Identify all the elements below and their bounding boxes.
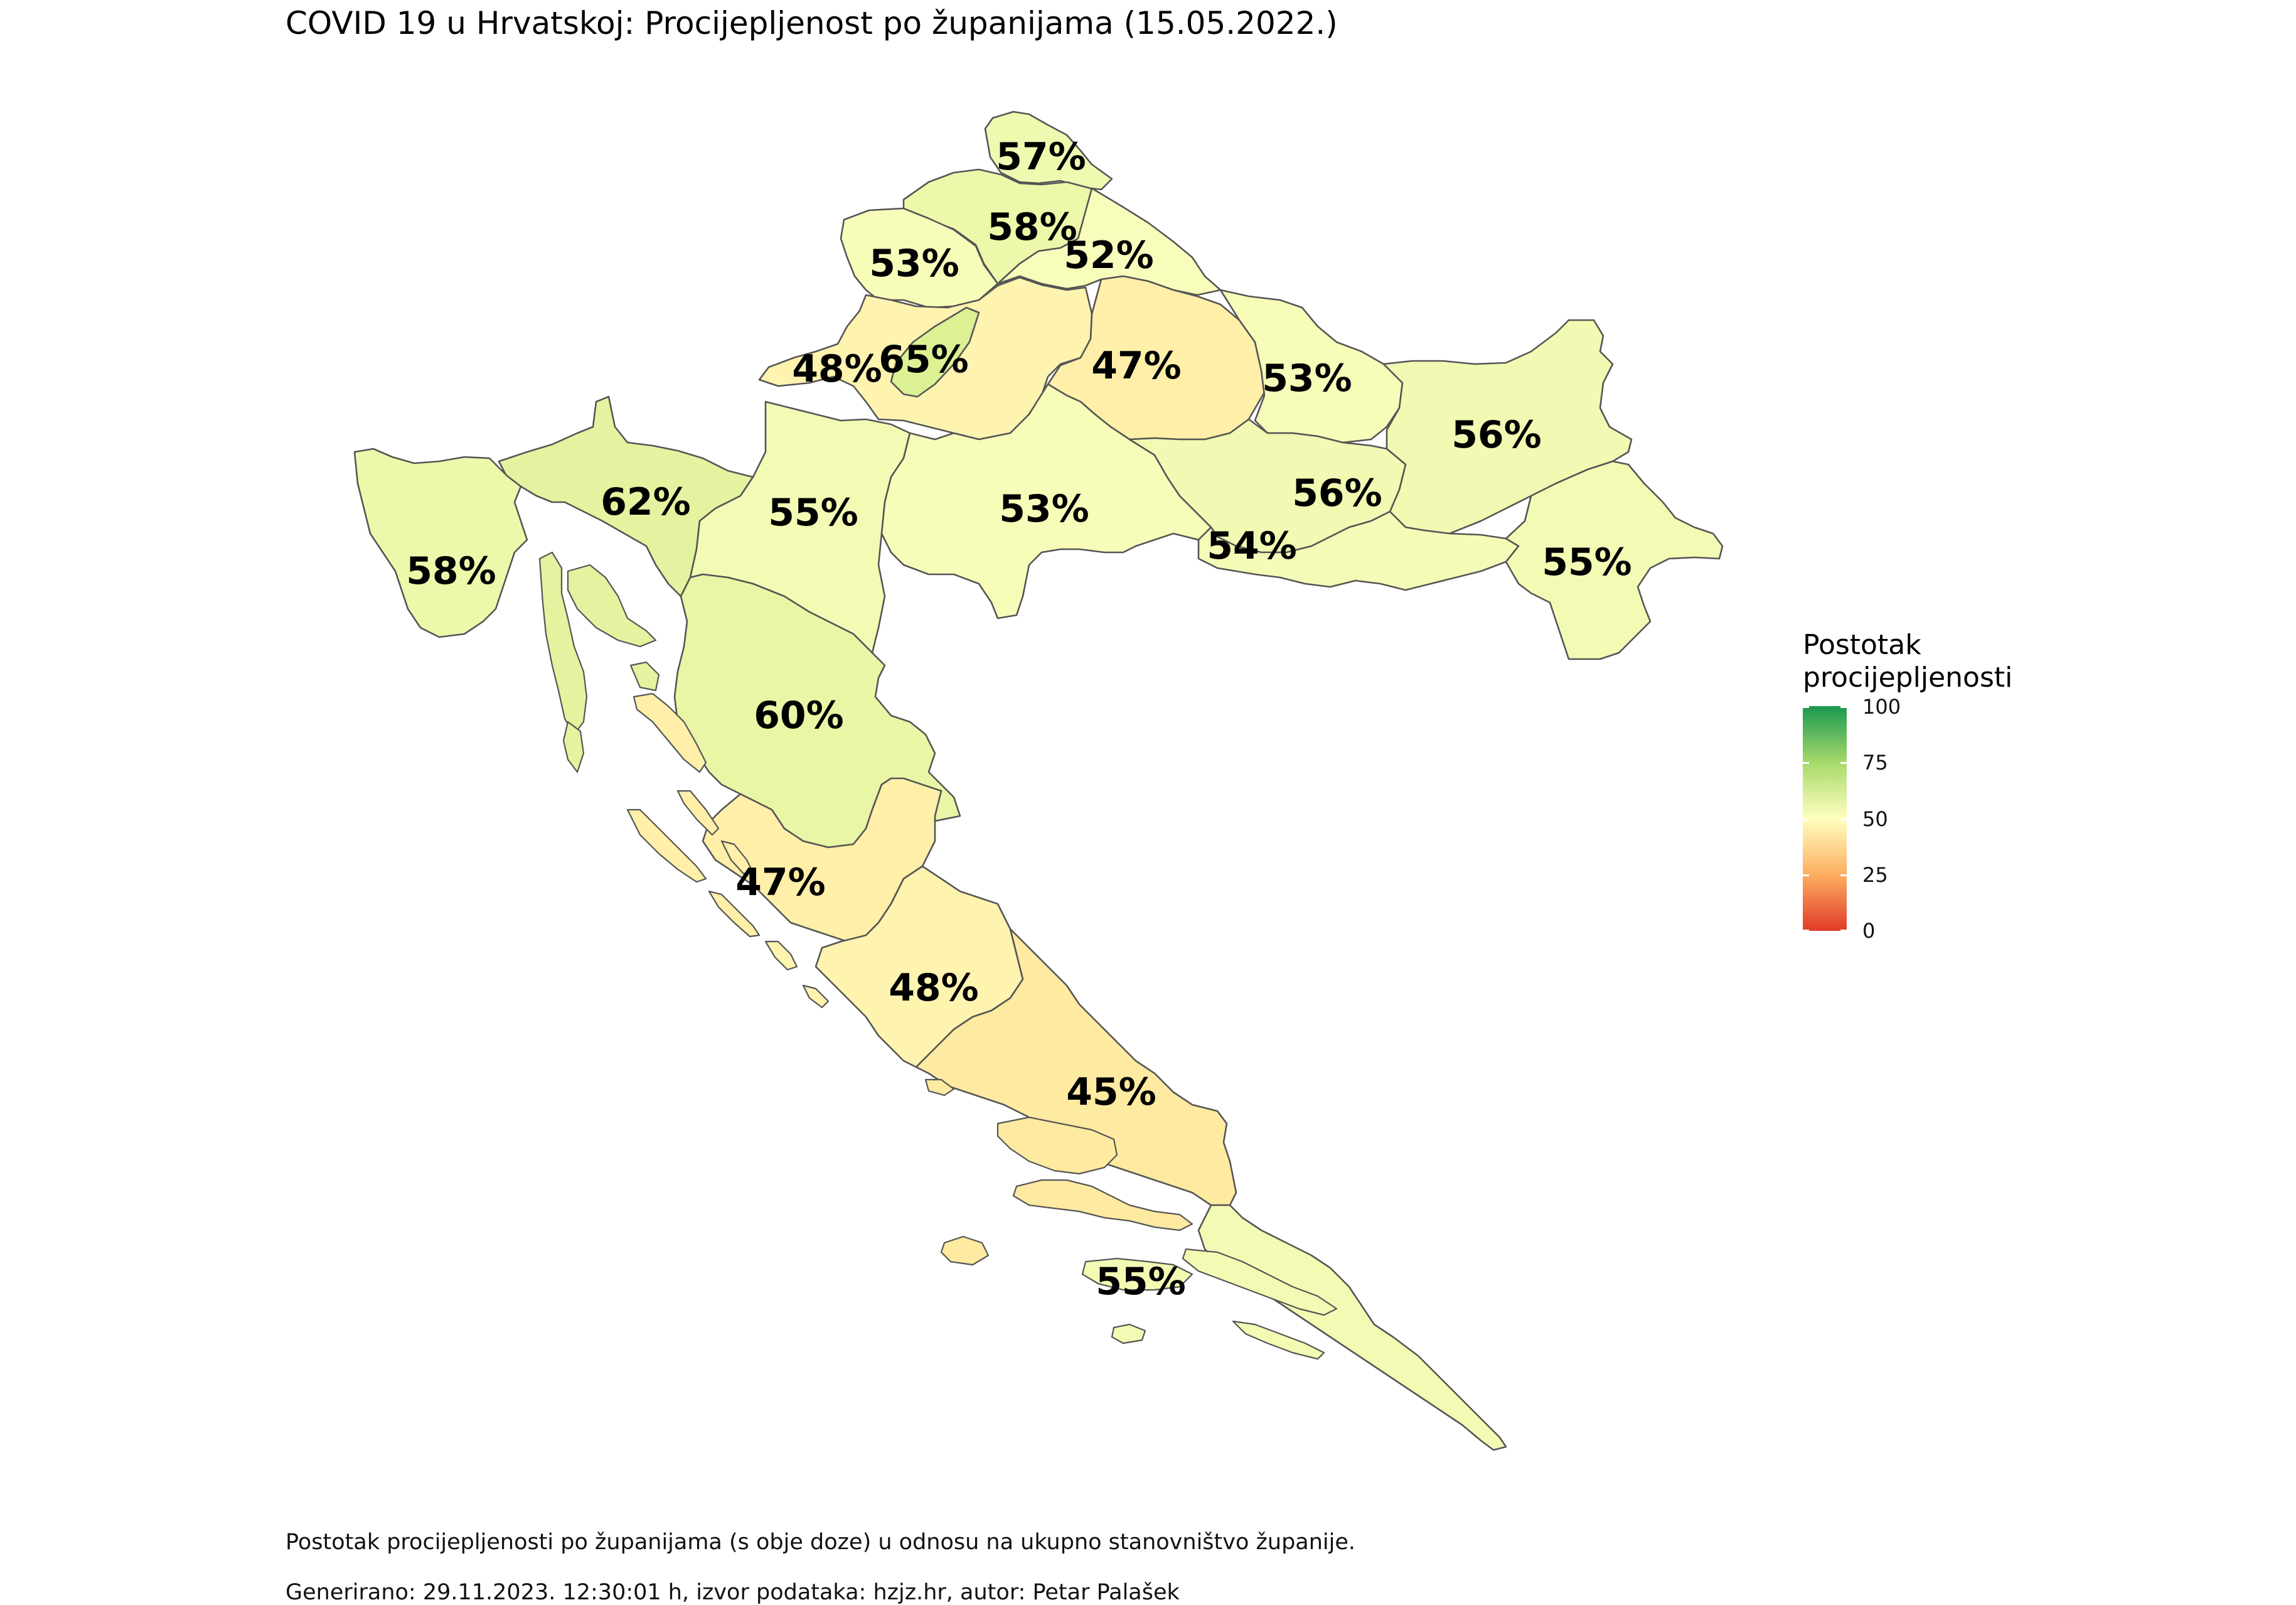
legend-tick-mark-25	[1803, 874, 1809, 876]
county-sisacko-moslavacka	[880, 383, 1212, 620]
island-murter	[764, 940, 798, 971]
label-viroviticko-podravska: 53%	[1262, 357, 1352, 400]
label-osjecko-baranjska: 56%	[1451, 413, 1542, 457]
label-istarska: 58%	[406, 549, 496, 593]
label-medimurska: 57%	[996, 135, 1086, 179]
legend-tick-75: 75	[1862, 751, 1888, 775]
county-medimurska	[984, 110, 1113, 191]
caption-generated: Generirano: 29.11.2023. 12:30:01 h, izvo…	[286, 1580, 1180, 1605]
label-bjelovarsko-bilogorska: 47%	[1091, 344, 1182, 388]
label-varazdinska: 58%	[987, 205, 1077, 249]
legend-tick-mark-25-r	[1840, 874, 1847, 876]
island-lastovo	[1111, 1323, 1146, 1345]
county-viroviticko-podravska	[1219, 289, 1404, 444]
island-krk	[567, 564, 657, 648]
county-vukovarsko-srijemska	[1505, 460, 1724, 660]
label-primorsko-goranska: 62%	[601, 480, 691, 524]
county-istarska	[353, 448, 528, 638]
label-dubrovacko-neretvanska: 55%	[1096, 1260, 1186, 1304]
legend-tick-mark-0-r	[1840, 930, 1847, 931]
island-peljesac	[1182, 1248, 1338, 1316]
label-grad-zagreb: 65%	[878, 338, 969, 382]
island-rab	[629, 661, 660, 692]
legend-title: Postotak procijepljenosti	[1803, 629, 2012, 694]
legend-tick-mark-100	[1803, 706, 1809, 708]
island-pasman	[720, 840, 754, 875]
island-korcula	[1081, 1257, 1193, 1291]
county-grad-zagreb	[890, 306, 980, 398]
county-splitsko-dalmatinska	[915, 928, 1237, 1206]
legend-tick-mark-0	[1803, 930, 1809, 931]
label-splitsko-dalmatinska: 45%	[1066, 1070, 1156, 1114]
island-dugi-otok	[626, 808, 707, 883]
island-hvar	[1012, 1179, 1193, 1232]
island-kornati	[708, 890, 761, 938]
island-ugljan	[676, 790, 720, 836]
label-krapinsko-zagorska: 53%	[869, 242, 959, 286]
island-ciovo	[924, 1078, 955, 1097]
caption-description: Postotak procijepljenosti po županijama …	[286, 1530, 1356, 1555]
island-mljet	[1232, 1320, 1325, 1360]
label-brodsko-posavska: 54%	[1207, 524, 1297, 568]
legend-tick-mark-75-r	[1840, 762, 1847, 764]
legend-tick-mark-75	[1803, 762, 1809, 764]
legend-tick-mark-100-r	[1840, 706, 1847, 708]
legend-tick-mark-50	[1803, 819, 1809, 820]
label-sisacko-moslavacka: 53%	[999, 487, 1089, 531]
legend-color-bar	[1803, 706, 1847, 931]
label-pozesko-slavonska: 56%	[1292, 471, 1382, 515]
legend-tick-25: 25	[1862, 863, 1888, 887]
island-pag	[633, 692, 707, 773]
label-karlovacka: 55%	[768, 491, 858, 535]
label-zadarska: 47%	[735, 861, 826, 904]
island-brac	[996, 1116, 1118, 1175]
label-licko-senjska: 60%	[754, 694, 844, 738]
island-vis	[940, 1235, 990, 1266]
legend-tick-100: 100	[1862, 695, 1901, 719]
county-dubrovacko-neretvanska	[1197, 1204, 1507, 1451]
label-zagrebacka: 48%	[792, 347, 882, 391]
legend-tick-mark-50-r	[1840, 819, 1847, 820]
island-cres	[538, 551, 588, 736]
legend-title-line1: Postotak	[1803, 629, 1921, 661]
island-zirje	[802, 984, 830, 1009]
label-sibensko-kninska: 48%	[889, 966, 979, 1010]
legend-tick-0: 0	[1862, 919, 1876, 943]
legend-title-line2: procijepljenosti	[1803, 662, 2013, 694]
island-losinj	[562, 721, 585, 773]
label-koprivnicko-krizevacka: 52%	[1064, 234, 1154, 277]
map-title: COVID 19 u Hrvatskoj: Procijepljenost po…	[286, 5, 1338, 41]
legend-tick-50: 50	[1862, 807, 1888, 831]
label-vukovarsko-srijemska: 55%	[1542, 540, 1632, 584]
